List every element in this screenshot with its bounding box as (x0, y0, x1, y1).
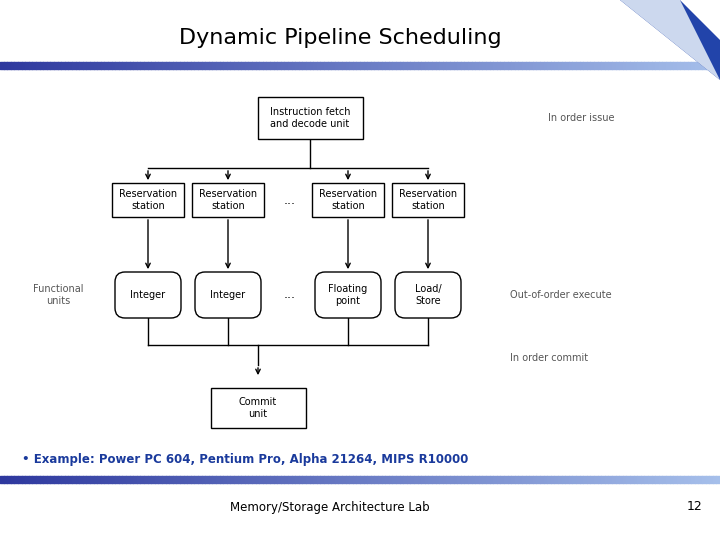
Bar (192, 183, 264, 217)
Bar (210, 388, 305, 428)
Bar (392, 183, 464, 217)
FancyBboxPatch shape (195, 272, 261, 318)
Text: Reservation
station: Reservation station (199, 189, 257, 211)
Polygon shape (620, 0, 720, 80)
FancyBboxPatch shape (115, 272, 181, 318)
Text: 12: 12 (687, 501, 703, 514)
Text: Reservation
station: Reservation station (319, 189, 377, 211)
Text: ...: ... (284, 193, 296, 206)
Text: Dynamic Pipeline Scheduling: Dynamic Pipeline Scheduling (179, 28, 501, 48)
Text: Instruction fetch
and decode unit: Instruction fetch and decode unit (270, 107, 350, 129)
Text: Floating
point: Floating point (328, 284, 368, 306)
Text: Reservation
station: Reservation station (119, 189, 177, 211)
FancyBboxPatch shape (395, 272, 461, 318)
Text: Commit
unit: Commit unit (239, 397, 277, 419)
Text: Out-of-order execute: Out-of-order execute (510, 290, 611, 300)
Text: Reservation
station: Reservation station (399, 189, 457, 211)
Polygon shape (680, 0, 720, 40)
Text: In order commit: In order commit (510, 353, 588, 363)
Text: Load/
Store: Load/ Store (415, 284, 441, 306)
Text: Integer: Integer (210, 290, 246, 300)
Text: Integer: Integer (130, 290, 166, 300)
Text: Memory/Storage Architecture Lab: Memory/Storage Architecture Lab (230, 501, 430, 514)
Text: Functional
units: Functional units (32, 284, 84, 306)
Bar (258, 97, 362, 139)
Text: ...: ... (284, 288, 296, 301)
Polygon shape (620, 0, 720, 80)
Bar (312, 183, 384, 217)
FancyBboxPatch shape (315, 272, 381, 318)
Text: • Example: Power PC 604, Pentium Pro, Alpha 21264, MIPS R10000: • Example: Power PC 604, Pentium Pro, Al… (22, 454, 469, 467)
Text: In order issue: In order issue (548, 113, 614, 123)
Bar (112, 183, 184, 217)
